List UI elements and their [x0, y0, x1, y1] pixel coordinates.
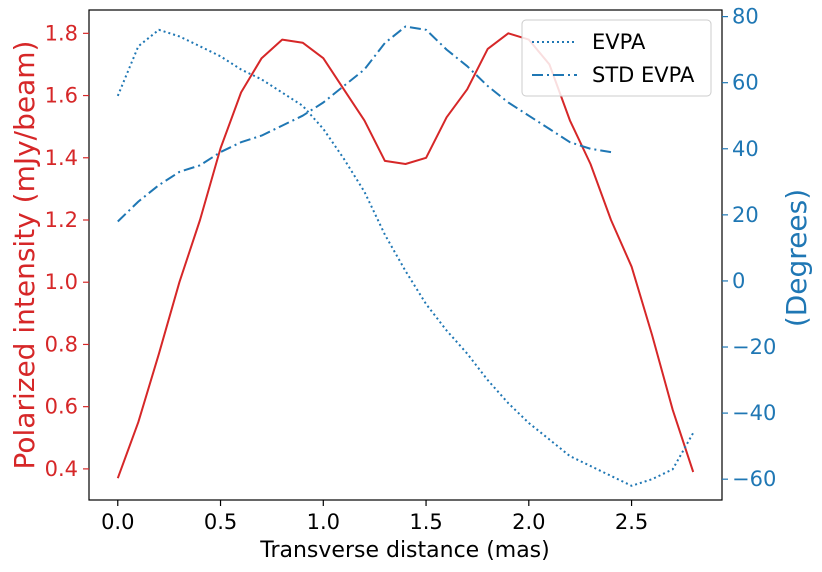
x-axis-ticks: 0.0 0.5 1.0 1.5 2.0 2.5 [101, 500, 648, 534]
right-axis-ticks: −60 −40 −20 0 20 40 60 80 [722, 5, 776, 491]
right-tick-label: −60 [732, 467, 776, 491]
left-tick-label: 0.6 [45, 395, 78, 419]
evpa-line [116, 28, 695, 487]
x-tick-label: 1.0 [307, 510, 340, 534]
right-tick-label: −20 [732, 335, 776, 359]
right-axis-label: (Degrees) [780, 189, 813, 327]
left-axis-label: Polarized intensity (mJy/beam) [8, 41, 41, 470]
left-tick-label: 1.0 [45, 270, 78, 294]
right-tick-label: 60 [732, 71, 759, 95]
x-tick-label: 2.0 [512, 510, 545, 534]
left-tick-label: 0.8 [45, 332, 78, 356]
x-tick-label: 2.5 [615, 510, 648, 534]
legend-label-std-evpa: STD EVPA [592, 63, 695, 87]
x-tick-label: 1.5 [409, 510, 442, 534]
left-tick-label: 0.4 [45, 457, 78, 481]
legend: EVPA STD EVPA [521, 19, 712, 97]
legend-label-evpa: EVPA [592, 30, 646, 54]
plot-frame [88, 9, 723, 501]
right-tick-label: 40 [732, 137, 759, 161]
x-tick-label: 0.0 [101, 510, 134, 534]
left-tick-label: 1.6 [45, 84, 78, 108]
std-evpa-line [117, 25, 612, 223]
right-tick-label: 20 [732, 203, 759, 227]
x-axis-label: Transverse distance (mas) [259, 538, 549, 563]
legend-box [521, 19, 712, 97]
intensity-line [116, 32, 695, 479]
right-tick-label: −40 [732, 401, 776, 425]
plot-lines [116, 25, 695, 487]
left-tick-label: 1.8 [45, 21, 78, 45]
left-axis-ticks: 0.4 0.6 0.8 1.0 1.2 1.4 1.6 1.8 [45, 21, 89, 481]
x-tick-label: 0.5 [204, 510, 237, 534]
right-tick-label: 0 [732, 269, 745, 293]
right-tick-label: 80 [732, 5, 759, 29]
left-tick-label: 1.4 [45, 146, 78, 170]
left-tick-label: 1.2 [45, 208, 78, 232]
